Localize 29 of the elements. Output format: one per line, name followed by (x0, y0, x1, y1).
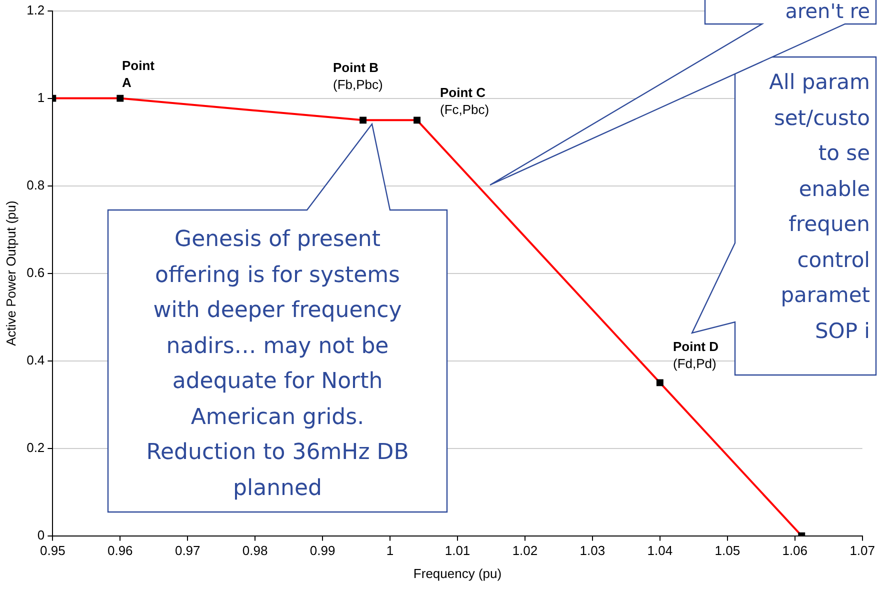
x-tick-label: 0.99 (310, 543, 336, 558)
x-tick-label: 1.06 (782, 543, 808, 558)
x-tick-label: 0.97 (174, 543, 200, 558)
x-tick-label: 1.07 (850, 543, 876, 558)
y-tick-label: 0 (37, 527, 45, 542)
annotation: Point A (122, 57, 154, 91)
annotation: aren't re (784, 0, 870, 23)
y-tick-label: 0.6 (26, 264, 45, 280)
x-tick-label: 1.05 (714, 543, 740, 558)
annotation: Point C (Fc,Pbc) (440, 84, 490, 118)
x-tick-label: 0.95 (40, 543, 66, 558)
x-tick-label: 1.01 (444, 543, 470, 558)
x-tick-label: 0.96 (107, 543, 133, 558)
y-tick-label: 0.8 (26, 177, 45, 192)
y-tick-label: 0.4 (26, 352, 45, 368)
x-axis-title: Frequency (pu) (413, 566, 502, 581)
annotation: Point D (Fd,Pd) (673, 338, 718, 372)
x-tick-label: 1.02 (512, 543, 538, 558)
y-tick-label: 1 (37, 90, 45, 105)
annotation: Genesis of present offering is for systems with deeper frequency nadirs… may not be adequate for North American grids. Reduction to 36mHz DB planned (145, 226, 410, 502)
y-tick-label: 0.2 (26, 440, 45, 455)
x-tick-label: 0.98 (242, 543, 268, 558)
x-tick-label: 1 (386, 543, 394, 558)
y-tick-label: 1.2 (26, 2, 45, 18)
x-tick-label: 1.04 (647, 543, 673, 558)
annotation: Point B (Fb,Pbc) (333, 59, 383, 93)
annotation: All param set/custo to se enable frequen control paramet SOP i (768, 69, 870, 344)
y-axis-title: Active Power Output (pu) (3, 200, 18, 346)
x-tick-label: 1.03 (580, 543, 606, 558)
